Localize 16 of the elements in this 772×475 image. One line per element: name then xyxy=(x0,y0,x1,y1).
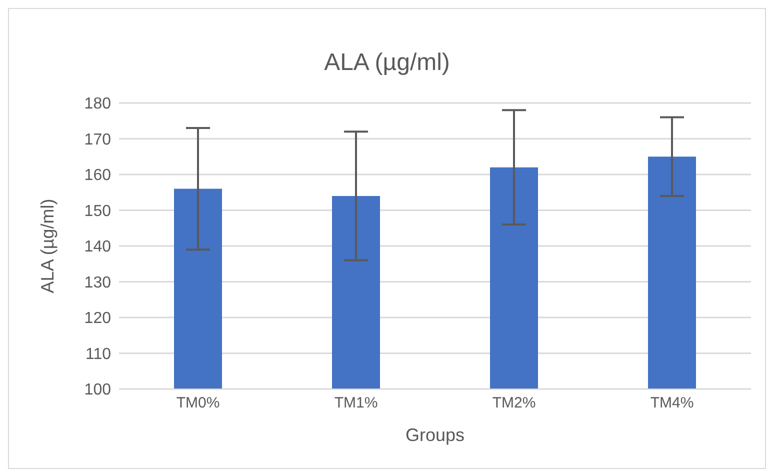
y-tick-label: 110 xyxy=(85,346,112,363)
x-tick-label: TM2% xyxy=(492,394,536,412)
y-tick-label: 150 xyxy=(84,202,112,220)
y-tick-label: 160 xyxy=(84,167,112,184)
y-tick-label: 170 xyxy=(84,131,112,148)
chart-title: ALA (µg/ml) xyxy=(323,48,451,78)
x-tick-label: TM4% xyxy=(650,394,694,412)
y-tick-label: 130 xyxy=(84,274,112,292)
y-tick-label: 120 xyxy=(84,310,112,328)
y-tick-label: 140 xyxy=(84,238,112,256)
x-tick-label: TM0% xyxy=(176,394,220,412)
x-tick-label: TM1% xyxy=(334,394,378,412)
y-axis-title: ALA (µg/ml) xyxy=(37,198,58,294)
y-tick-label: 180 xyxy=(84,96,112,113)
y-tick-label: 100 xyxy=(84,382,112,399)
x-axis-title: Groups xyxy=(405,425,465,445)
